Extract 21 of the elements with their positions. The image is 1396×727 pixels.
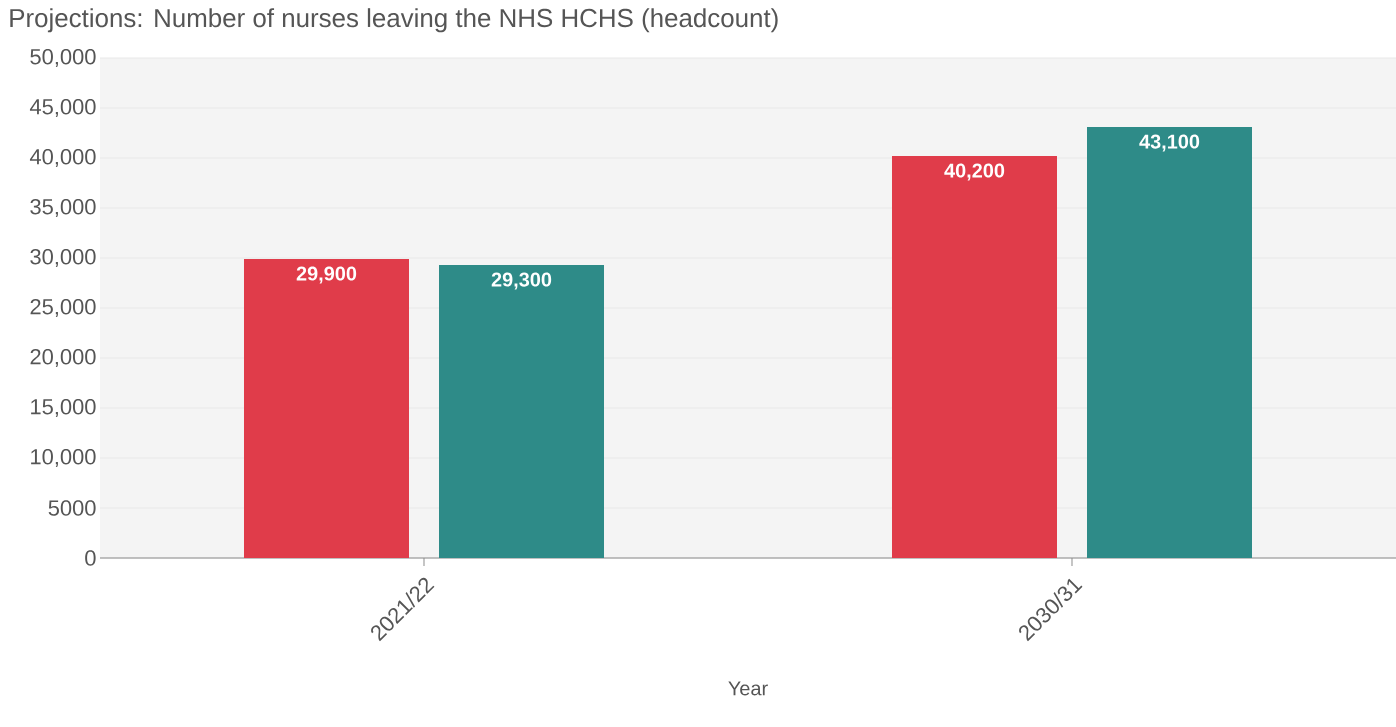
y-tick-label: 45,000 — [29, 98, 96, 118]
chart-title: Projections: Number of nurses leaving the NHS HCHS (headcount) — [10, 8, 778, 33]
y-tick-label: 0 — [85, 550, 96, 566]
data-label: 43,100 — [1139, 134, 1200, 152]
bar — [439, 265, 604, 558]
y-tick-label: 15,000 — [31, 398, 96, 418]
y-tick-label: 20,000 — [30, 348, 96, 368]
y-tick-label: 40,000 — [29, 148, 96, 168]
bar — [1087, 127, 1252, 558]
y-tick-label: 5000 — [48, 500, 96, 516]
bar — [244, 259, 409, 558]
y-tick-label: 30,000 — [30, 248, 96, 268]
data-label: 29,300 — [491, 272, 552, 290]
y-tick-label: 50,000 — [30, 48, 96, 68]
data-label: 29,900 — [296, 266, 357, 284]
y-tick-label: 25,000 — [30, 298, 96, 318]
y-tick-label: 35,000 — [30, 198, 96, 218]
x-axis-title: Year — [728, 681, 768, 696]
y-tick-label: 10,000 — [31, 448, 96, 468]
data-label: 40,200 — [944, 163, 1005, 181]
bar — [892, 156, 1057, 558]
